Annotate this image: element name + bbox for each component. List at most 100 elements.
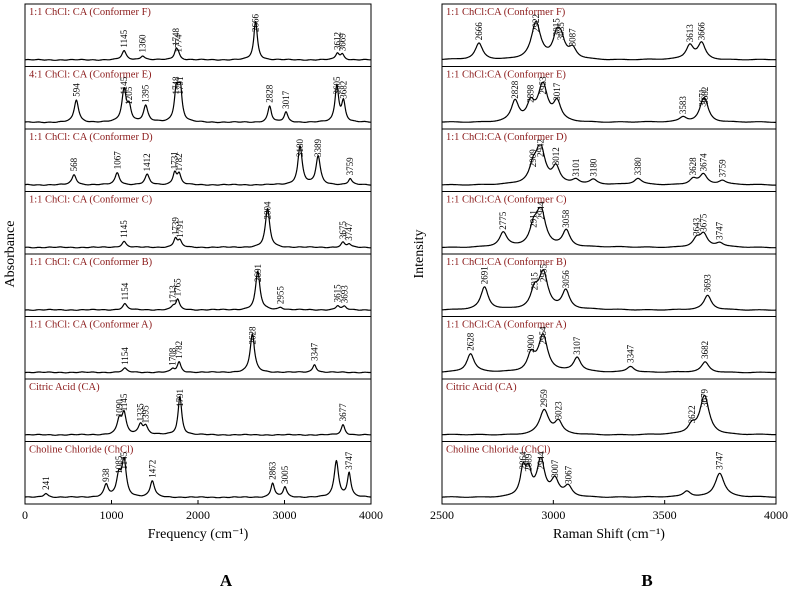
spectrum-title: 1:1 ChCl: CA (Conformer A) <box>29 320 153 331</box>
peak-label: 3017 <box>281 90 291 109</box>
peak-label: 1713 <box>168 285 178 304</box>
spectrum-title: 1:1 ChCl:CA (Conformer A) <box>446 320 567 331</box>
peak-label: 3622 <box>687 405 697 423</box>
x-tick-label: 1000 <box>100 508 124 522</box>
x-tick-label: 4000 <box>764 508 788 522</box>
peak-label: 1748 <box>171 76 181 95</box>
spectrum-line <box>24 270 372 311</box>
spectrum-line <box>24 81 372 124</box>
peak-label: 568 <box>69 157 79 171</box>
peak-label: 2691 <box>480 266 490 284</box>
peak-label: 2944 <box>536 451 546 470</box>
spectrum-title: 1:1 ChCl: CA (Conformer C) <box>29 195 153 206</box>
spectrum-title: Citric Acid (CA) <box>446 382 517 393</box>
peak-label: 1090 <box>114 399 124 418</box>
y-axis-label: Absorbance <box>3 221 18 288</box>
panel-a-ftir-spectra: 1:1 ChCl: CA (Conformer F) 1145 1360 1748 17… <box>3 3 383 590</box>
peak-label: 1472 <box>147 460 157 478</box>
peak-label: 2955 <box>276 286 286 305</box>
peak-label: 2954 <box>538 326 548 345</box>
spectrum-line <box>24 208 372 249</box>
spectrum-line <box>24 333 372 374</box>
spectrum-line <box>441 456 777 498</box>
spectrum-title: Choline Chloride (ChCl) <box>29 445 134 456</box>
spectrum-title: 1:1 ChCl:CA (Conformer E) <box>446 70 566 81</box>
spectrum-title: Citric Acid (CA) <box>29 382 100 393</box>
peak-label: 2898 <box>526 84 536 103</box>
peak-label: 3759 <box>345 157 355 176</box>
peak-label: 3679 <box>700 389 710 408</box>
spectrum-line <box>441 81 777 124</box>
peak-label: 1412 <box>142 153 152 171</box>
y-axis-label: Intensity <box>412 230 427 279</box>
peak-label: 3682 <box>339 81 349 99</box>
spectrum-line <box>441 333 777 374</box>
peak-label: 2863 <box>268 461 278 480</box>
peak-label: 1154 <box>120 282 130 300</box>
peak-label: 3180 <box>295 139 305 158</box>
peak-label: 3675 <box>699 213 709 232</box>
peak-label: 3677 <box>338 403 348 422</box>
peak-label: 1360 <box>138 34 148 53</box>
x-tick-label: 3000 <box>273 508 297 522</box>
peak-label: 2628 <box>466 332 476 351</box>
x-axis-label: Frequency (cm⁻¹) <box>148 527 249 542</box>
peak-label: 1085 <box>114 455 124 474</box>
spectrum-line <box>441 20 777 61</box>
peak-label: 2864 <box>518 451 528 470</box>
peak-label: 1782 <box>174 341 184 359</box>
peak-label: 2628 <box>247 326 257 345</box>
peak-label: 2909 <box>528 149 538 168</box>
spectrum-line <box>441 206 777 249</box>
x-tick-label: 3500 <box>653 508 677 522</box>
peak-label: 1154 <box>120 347 130 365</box>
peak-label: 3693 <box>703 274 713 293</box>
peak-label: 3101 <box>571 159 581 177</box>
peak-label: 2691 <box>253 264 263 282</box>
spectrum-line <box>24 456 372 499</box>
spectrum-title: 1:1 ChCl:CA (Conformer B) <box>446 257 567 268</box>
x-tick-label: 3000 <box>541 508 565 522</box>
peak-label: 3613 <box>685 24 695 43</box>
peak-label: 3107 <box>572 336 582 355</box>
x-tick-label: 2000 <box>186 508 210 522</box>
peak-label: 3671 <box>698 89 708 107</box>
spectrum-line <box>441 394 777 436</box>
peak-label: 3056 <box>561 270 571 289</box>
peak-label: 3747 <box>344 222 354 241</box>
peak-label: 1395 <box>141 405 151 424</box>
peak-label: 2889 <box>524 453 534 472</box>
peak-label: 3605 <box>332 76 342 95</box>
spectrum-title: 4:1 ChCl: CA (Conformer E) <box>29 70 152 81</box>
spectrum-title: 1:1 ChCl: CA (Conformer F) <box>29 7 151 18</box>
peak-label: 2953 <box>538 76 548 95</box>
peak-label: 2959 <box>539 389 549 408</box>
peak-label: 938 <box>101 468 111 482</box>
peak-label: 3674 <box>698 153 708 172</box>
peak-label: 1708 <box>168 347 178 366</box>
peak-label: 3087 <box>568 28 578 47</box>
spectrum-title: 1:1 ChCl: CA (Conformer B) <box>29 257 153 268</box>
panel-b-raman-spectra: 1:1 ChCl:CA (Conformer F) 2666 2922 3015303… <box>412 3 788 590</box>
peak-label: 2942 <box>535 139 545 157</box>
peak-label: 3669 <box>337 33 347 52</box>
spectrum-title: 1:1 ChCl:CA (Conformer F) <box>446 7 566 18</box>
peak-label: 3747 <box>344 451 354 470</box>
peak-label: 2666 <box>251 14 261 33</box>
peak-label: 3347 <box>310 342 320 361</box>
x-axis-label: Raman Shift (cm⁻¹) <box>553 527 665 542</box>
peak-label: 3583 <box>678 96 688 115</box>
spectrum-line <box>24 21 372 61</box>
peak-label: 3058 <box>561 209 571 228</box>
peak-label: 3012 <box>551 147 561 165</box>
peak-label: 3675 <box>338 221 348 240</box>
peak-label: 3347 <box>626 344 636 363</box>
peak-label: 1145 <box>119 76 129 94</box>
peak-label: 3389 <box>313 139 323 158</box>
peak-label: 1067 <box>112 151 122 170</box>
peak-label: 3612 <box>332 32 342 50</box>
peak-label: 1205 <box>124 86 134 105</box>
peak-label: 1335 <box>136 403 146 422</box>
peak-label: 3380 <box>633 157 643 176</box>
